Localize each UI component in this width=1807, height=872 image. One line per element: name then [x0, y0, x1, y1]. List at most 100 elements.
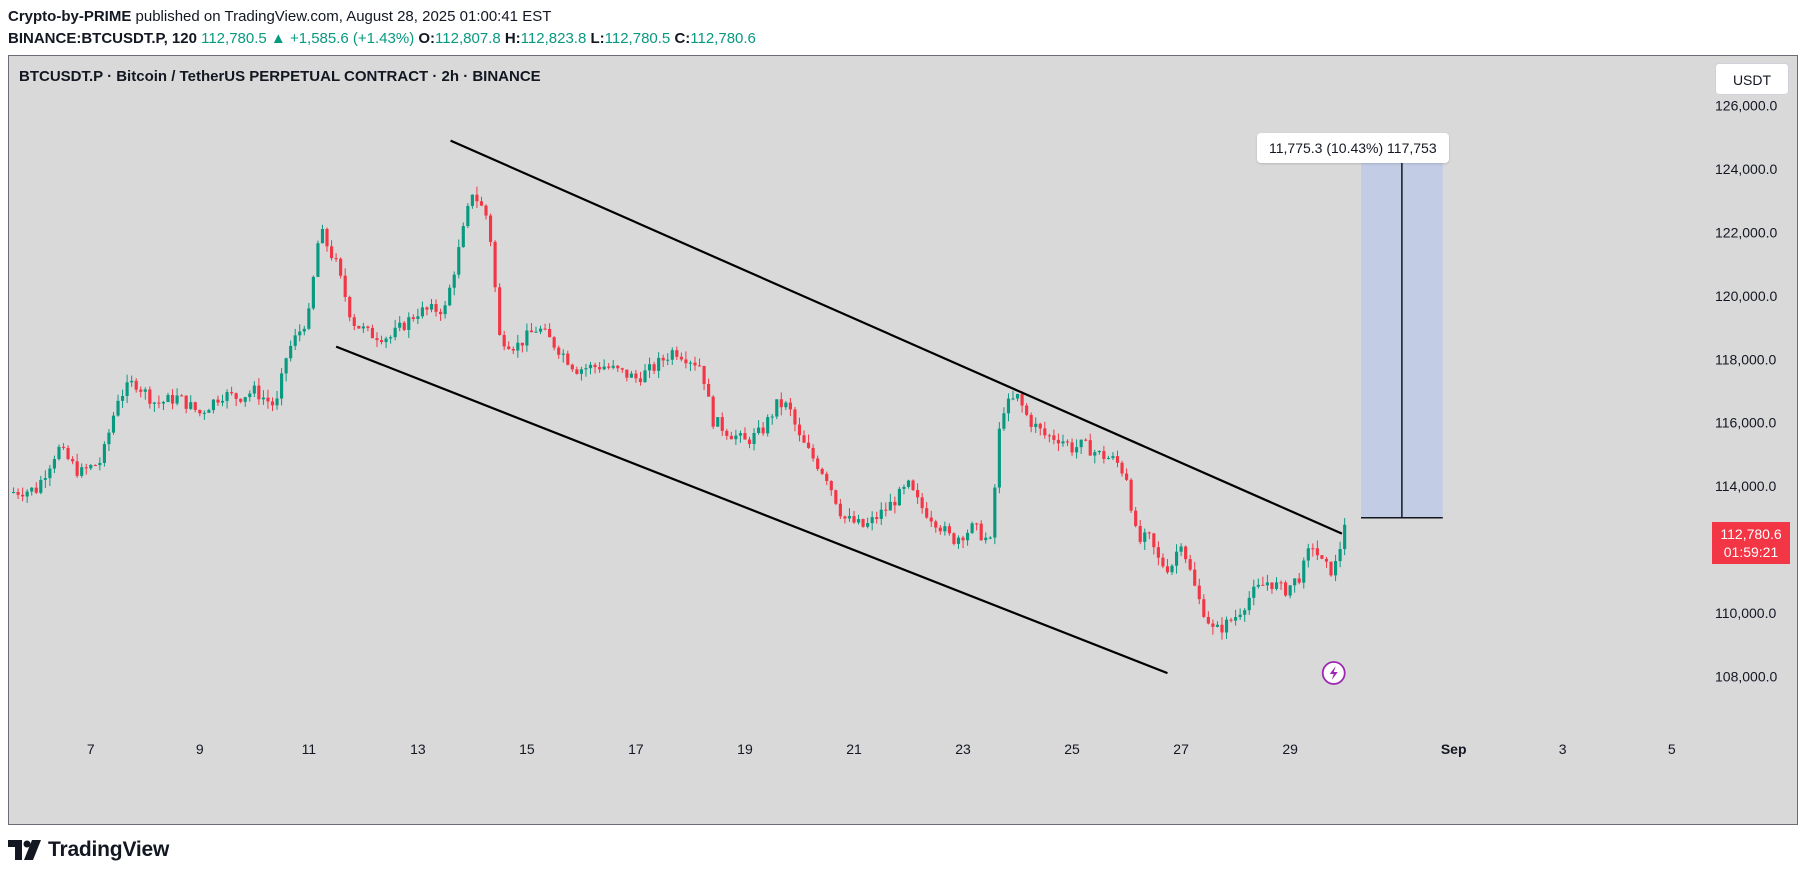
candle-body	[602, 366, 606, 370]
candle-body	[1215, 624, 1220, 627]
candle-body	[1261, 584, 1265, 586]
chart-pane[interactable]: 126,000.0 124,000.0 122,000.0 120,000.0 118,…	[8, 55, 1798, 825]
candle-body	[1061, 441, 1065, 444]
candle-body	[1147, 532, 1151, 534]
candle-body	[475, 194, 479, 202]
candle-body	[207, 410, 211, 413]
candle-body	[1102, 450, 1106, 459]
candle-body	[1152, 533, 1156, 548]
currency-selector[interactable]: USDT	[1715, 63, 1789, 95]
candle-body	[416, 316, 420, 319]
candlestick-chart[interactable]: 126,000.0 124,000.0 122,000.0 120,000.0 118,…	[9, 56, 1798, 825]
candle-body	[657, 357, 661, 371]
tradingview-logo-icon[interactable]	[8, 840, 42, 860]
candle-body	[1120, 462, 1124, 474]
candle-body	[970, 523, 974, 533]
author-name[interactable]: Crypto-by-PRIME	[8, 8, 132, 25]
candle-body	[1093, 452, 1097, 456]
candle-body	[402, 322, 406, 330]
candle-body	[1025, 405, 1029, 415]
candle-body	[502, 334, 506, 347]
candle-body	[688, 362, 693, 364]
candle-body	[884, 509, 888, 511]
candle-body	[311, 276, 315, 309]
candle-body	[425, 307, 429, 310]
candle-body	[429, 304, 434, 310]
x-tick-label: 17	[628, 741, 644, 757]
candle-body	[779, 399, 783, 408]
candle-body	[1065, 441, 1070, 443]
candle-body	[39, 479, 43, 493]
x-tick-label: 3	[1559, 741, 1567, 757]
candle-body	[1324, 558, 1329, 562]
candle-body	[766, 417, 770, 434]
candle-body	[897, 488, 902, 506]
candle-body	[202, 412, 206, 414]
candle-body	[797, 424, 802, 436]
candle-body	[125, 382, 129, 396]
candle-body	[984, 537, 988, 541]
high-label: H:	[504, 30, 521, 47]
candle-body	[1156, 547, 1160, 558]
candle-body	[870, 517, 874, 524]
candle-body	[525, 330, 529, 346]
candle-body	[316, 243, 320, 277]
candle-body	[647, 364, 652, 371]
candle-body	[257, 385, 261, 400]
candle-body	[979, 523, 983, 541]
candle-body	[734, 435, 738, 440]
candle-body	[947, 526, 951, 534]
x-tick-label: 5	[1668, 741, 1676, 757]
candle-body	[1097, 450, 1101, 453]
candle-body	[25, 491, 29, 497]
candle-body	[134, 380, 138, 390]
candle-body	[1302, 560, 1306, 583]
candle-body	[275, 398, 279, 406]
candle-body	[625, 369, 629, 378]
candle-body	[838, 503, 842, 517]
candle-body	[230, 392, 234, 394]
candle-body	[325, 229, 329, 247]
candle-body	[1224, 619, 1229, 633]
candle-body	[484, 205, 488, 216]
tradingview-brand[interactable]: TradingView	[48, 838, 170, 861]
last-price: 112,780.5	[201, 30, 267, 47]
candle-body	[1252, 586, 1256, 598]
candle-body	[270, 401, 275, 406]
candle-body	[98, 462, 102, 466]
candle-body	[1034, 423, 1038, 427]
candle-body	[852, 516, 856, 523]
candle-body	[729, 435, 733, 440]
candle-body	[629, 373, 633, 378]
candle-body	[802, 435, 806, 443]
candle-body	[620, 368, 624, 370]
candle-body	[384, 338, 388, 343]
candle-body	[320, 229, 325, 244]
candle-body	[89, 465, 93, 469]
candle-body	[1043, 428, 1047, 436]
candle-body	[757, 427, 761, 433]
candle-body	[1047, 435, 1051, 437]
candle-body	[1270, 582, 1274, 589]
candle-body	[543, 328, 547, 330]
candle-body	[1084, 439, 1088, 441]
candle-body	[670, 350, 674, 360]
candle-body	[1056, 439, 1061, 444]
candle-body	[21, 494, 25, 497]
candle-body	[1161, 557, 1165, 567]
y-tick-label: 110,000.0	[1715, 605, 1776, 621]
candle-body	[220, 400, 225, 403]
y-tick-label: 124,000.0	[1715, 161, 1777, 177]
publish-info: published on TradingView.com, August 28,…	[135, 8, 552, 25]
candle-body	[34, 487, 38, 493]
candle-body	[52, 459, 57, 469]
candle-body	[607, 366, 611, 368]
candle-body	[561, 353, 565, 355]
candle-body	[393, 327, 397, 338]
candle-body	[575, 369, 579, 374]
candle-body	[761, 427, 765, 434]
candle-body	[675, 350, 679, 357]
candle-body	[557, 347, 561, 355]
candle-body	[11, 492, 16, 494]
y-tick-label: 122,000.0	[1715, 225, 1777, 241]
